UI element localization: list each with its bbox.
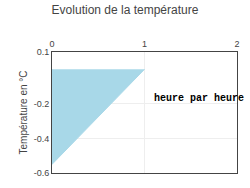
svg-text:-0.6: -0.6 bbox=[34, 168, 50, 178]
svg-text:0: 0 bbox=[49, 39, 54, 49]
svg-text:-0.2: -0.2 bbox=[34, 99, 50, 109]
svg-text:2: 2 bbox=[234, 39, 239, 49]
svg-text:Evolution de la température: Evolution de la température bbox=[52, 3, 199, 17]
svg-text:-0.4: -0.4 bbox=[34, 134, 50, 144]
svg-text:1: 1 bbox=[142, 39, 147, 49]
svg-text:Température en °C: Température en °C bbox=[18, 70, 29, 154]
svg-text:heure par heure: heure par heure bbox=[154, 93, 244, 104]
svg-text:0.1: 0.1 bbox=[37, 47, 50, 57]
